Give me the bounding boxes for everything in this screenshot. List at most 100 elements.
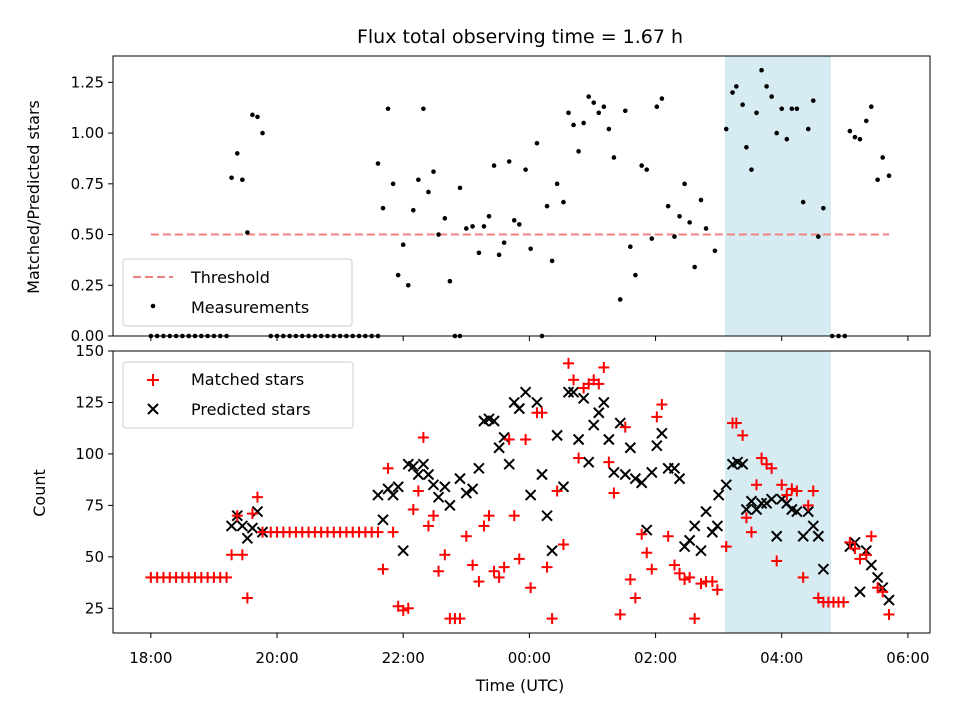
- y-tick-label-top: 0.25: [71, 276, 104, 294]
- measurement-point: [586, 94, 591, 99]
- predicted-point: [498, 431, 510, 444]
- predicted-point: [624, 442, 637, 454]
- y-tick-label-bottom: 25: [85, 599, 104, 617]
- matched-point: [557, 538, 569, 550]
- measurement-point: [606, 126, 612, 132]
- predicted-point-stroke: [460, 487, 473, 499]
- measurement-point: [682, 181, 687, 187]
- measurement-point: [749, 167, 754, 172]
- y-axis-label-bottom: Count: [30, 469, 49, 517]
- measurement-point: [506, 159, 512, 164]
- matched-point: [493, 571, 505, 583]
- measurement-point: [611, 155, 617, 160]
- predicted-point: [392, 481, 404, 493]
- predicted-point-stroke: [673, 472, 686, 485]
- predicted-point: [503, 458, 515, 470]
- predicted-point-stroke: [802, 505, 814, 518]
- matched-point: [629, 592, 641, 604]
- predicted-point: [225, 520, 238, 532]
- predicted-point-stroke: [412, 468, 425, 481]
- measurement-point: [759, 67, 764, 73]
- measurement-point: [486, 213, 492, 219]
- y-tick-label-top: 1.00: [71, 124, 104, 142]
- predicted-point: [572, 433, 585, 446]
- predicted-point-stroke: [807, 520, 819, 532]
- measurement-point: [390, 181, 396, 187]
- measurement-point: [463, 226, 469, 231]
- matched-point: [397, 604, 409, 616]
- predicted-point-stroke: [567, 386, 580, 398]
- predicted-point-stroke: [817, 563, 830, 575]
- measurement-point: [581, 120, 586, 126]
- measurement-point: [754, 110, 759, 116]
- matched-point: [877, 586, 889, 598]
- predicted-point: [582, 456, 595, 468]
- predicted-point: [635, 477, 648, 489]
- legend-box-top: [122, 258, 353, 327]
- legend-measurements-label: Measurements: [191, 298, 309, 317]
- predicted-point-stroke: [427, 479, 440, 491]
- predicted-point: [422, 468, 435, 481]
- predicted-point: [439, 481, 451, 493]
- predicted-point: [865, 559, 878, 571]
- measurement-point: [880, 155, 885, 160]
- predicted-point: [524, 489, 537, 501]
- legend-predicted-label: Predicted stars: [191, 400, 311, 419]
- predicted-point-stroke: [582, 456, 595, 468]
- predicted-point-stroke: [765, 493, 778, 505]
- predicted-point: [765, 493, 778, 505]
- matched-point: [387, 526, 399, 538]
- predicted-point-stroke: [246, 522, 259, 534]
- measurement-point: [740, 102, 745, 107]
- chart-title: Flux total observing time = 1.67 h: [357, 26, 683, 48]
- matched-point: [460, 530, 472, 542]
- matched-point: [756, 452, 768, 464]
- predicted-point-stroke: [781, 497, 793, 510]
- matched-point: [568, 374, 580, 386]
- predicted-point-stroke: [745, 495, 758, 507]
- measurement-point: [544, 203, 550, 209]
- measurement-point: [481, 224, 487, 229]
- measurement-point: [400, 242, 406, 247]
- matched-point: [536, 407, 548, 419]
- measurement-point: [703, 226, 709, 231]
- matched-point: [525, 582, 537, 594]
- predicted-point-stroke: [614, 417, 626, 429]
- predicted-point: [797, 530, 809, 542]
- measurement-point: [561, 199, 566, 205]
- y-tick-label-bottom: 75: [85, 496, 104, 514]
- matched-point: [454, 613, 466, 625]
- predicted-point-stroke: [731, 456, 744, 468]
- measurement-point: [712, 248, 718, 254]
- matched-point: [854, 553, 866, 565]
- matched-point: [781, 489, 793, 501]
- measurement-point: [229, 175, 234, 181]
- predicted-point-stroke: [683, 534, 696, 547]
- measurement-point: [260, 130, 265, 136]
- predicted-point-stroke: [711, 520, 724, 532]
- measurement-point: [534, 140, 540, 146]
- predicted-point: [513, 402, 525, 415]
- predicted-point: [712, 489, 725, 501]
- predicted-point: [619, 468, 631, 481]
- highlight-span-top: [724, 56, 831, 336]
- measurement-point: [665, 203, 671, 209]
- measurement-point: [886, 173, 892, 179]
- matched-point: [246, 508, 258, 520]
- legend-box-bottom: [122, 361, 354, 429]
- measurement-point: [617, 297, 623, 302]
- y-axis-label-top: Matched/Predicted stars: [24, 100, 43, 294]
- predicted-point-stroke: [688, 520, 701, 532]
- predicted-point: [651, 439, 663, 452]
- matched-point: [711, 584, 723, 596]
- matched-point: [776, 479, 788, 491]
- predicted-point-stroke: [531, 396, 543, 409]
- measurement-point: [516, 222, 522, 227]
- measurement-point: [649, 236, 655, 241]
- measurement-point: [628, 244, 633, 250]
- predicted-point: [817, 563, 830, 575]
- predicted-point: [412, 468, 425, 481]
- matched-point: [603, 456, 615, 468]
- predicted-point: [720, 479, 732, 491]
- matched-point: [668, 559, 680, 571]
